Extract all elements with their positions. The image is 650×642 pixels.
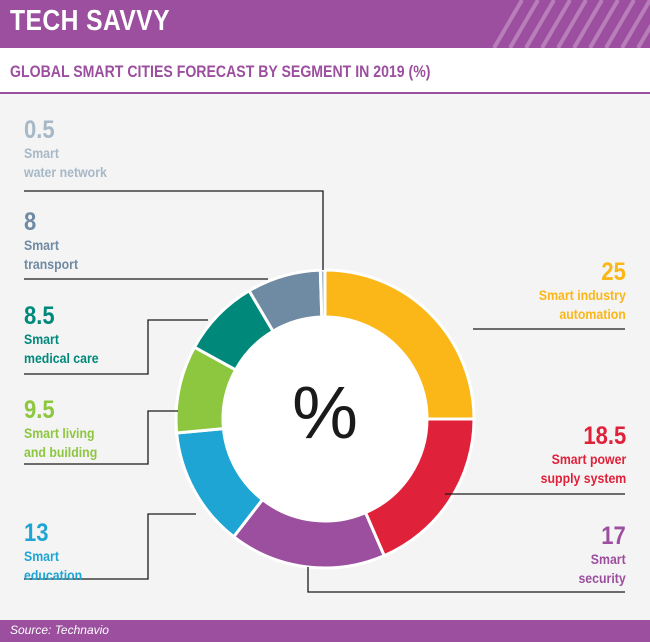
label-smart-medical-care: 8.5 Smart medical care [24,302,109,368]
label-smart-security: 17 Smart security [572,522,626,588]
label-text: Smart [24,237,59,253]
leader-line [24,513,196,580]
label-text: Smart [24,331,59,347]
footer-bar: Source: Technavio [0,620,650,642]
label-text: and building [24,444,98,460]
donut-chart [24,190,625,593]
label-smart-water-network: 0.5 Smart water network [24,116,118,182]
donut-slice-smart-water-network [318,268,327,319]
leader-line [24,410,178,465]
label-value: 25 [601,258,626,286]
source-credit: Source: Technavio [10,623,109,637]
header-stripes-decoration [492,0,650,48]
leader-line [24,319,208,375]
chart-area: 0.5 Smart water network 8 Smart transpor… [0,94,650,620]
label-text: education [24,567,83,583]
label-text: supply system [540,470,626,486]
label-text: medical care [24,350,99,366]
label-text: water network [24,164,107,180]
label-value: 17 [601,522,626,550]
label-text: Smart [24,548,59,564]
label-text: Smart [591,551,626,567]
label-smart-power-supply-system: 18.5 Smart power supply system [529,422,626,488]
label-text: Smart living [24,425,95,441]
label-value: 13 [24,519,49,547]
label-value: 0.5 [24,116,55,144]
center-percent-symbol: % [292,371,358,454]
label-smart-living-and-building: 9.5 Smart living and building [24,396,107,462]
subtitle-bar: GLOBAL SMART CITIES FORECAST BY SEGMENT … [0,48,650,94]
label-value: 8 [24,208,37,236]
label-text: automation [559,306,626,322]
label-text: transport [24,256,79,272]
donut-hole [224,318,426,520]
header-bar: TECH SAVVY [0,0,650,48]
label-text: Smart industry [539,287,626,303]
chart-title: GLOBAL SMART CITIES FORECAST BY SEGMENT … [10,62,431,81]
label-value: 18.5 [583,422,626,450]
label-smart-education: 13 Smart education [24,519,90,585]
leader-line [307,567,625,593]
label-smart-transport: 8 Smart transport [24,208,85,274]
label-text: Smart power [551,451,626,467]
label-text: security [578,570,626,586]
label-smart-industry-automation: 25 Smart industry automation [527,258,626,324]
label-value: 8.5 [24,302,55,330]
header-title: TECH SAVVY [10,5,170,37]
label-text: Smart [24,145,59,161]
leader-line [24,190,324,270]
label-value: 9.5 [24,396,55,424]
